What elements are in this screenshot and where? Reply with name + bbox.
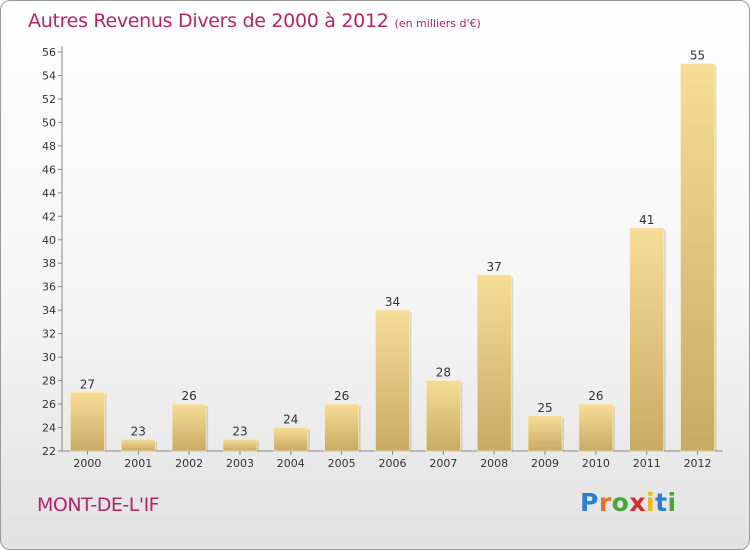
data-label: 26 bbox=[588, 389, 603, 403]
y-tick-label: 28 bbox=[42, 375, 56, 388]
y-tick-label: 30 bbox=[42, 351, 56, 364]
bar bbox=[476, 274, 512, 452]
brand-letter: P bbox=[580, 488, 599, 517]
data-label: 25 bbox=[537, 401, 552, 415]
data-label: 34 bbox=[385, 295, 400, 309]
bar bbox=[273, 427, 309, 452]
data-label: 41 bbox=[639, 213, 654, 227]
chart-unit: (en milliers d'€) bbox=[394, 17, 481, 30]
brand-letter: o bbox=[611, 488, 630, 517]
data-label: 24 bbox=[283, 413, 298, 427]
chart-title: Autres Revenus Divers de 2000 à 2012 (en … bbox=[28, 10, 481, 32]
bar bbox=[375, 309, 410, 452]
x-tick-label: 2006 bbox=[379, 457, 407, 470]
x-tick-label: 2000 bbox=[73, 457, 101, 470]
brand-letter: r bbox=[598, 488, 612, 517]
brand-letter: i bbox=[646, 488, 656, 517]
bar bbox=[70, 392, 105, 452]
y-tick-label: 52 bbox=[42, 93, 56, 106]
y-tick-label: 40 bbox=[42, 234, 56, 247]
x-tick-label: 2001 bbox=[124, 457, 152, 470]
data-label: 26 bbox=[181, 389, 196, 403]
bar bbox=[171, 403, 207, 452]
brand-logo: Proxiti bbox=[580, 488, 677, 517]
bar bbox=[120, 438, 156, 452]
y-tick-label: 42 bbox=[42, 210, 56, 223]
commune-name: MONT-DE-L'IF bbox=[37, 494, 160, 516]
x-tick-label: 2007 bbox=[429, 457, 457, 470]
y-tick-label: 26 bbox=[42, 398, 56, 411]
x-tick-label: 2010 bbox=[582, 457, 610, 470]
y-tick-label: 24 bbox=[42, 422, 56, 435]
plot-area: 22 24 26 28 30 32 34 36 38 40 42 44 46 48 50 52 54 56 27 20… bbox=[42, 46, 723, 470]
chart-title-text: Autres Revenus Divers de 2000 à 2012 bbox=[28, 10, 389, 32]
y-tick-label: 36 bbox=[42, 281, 56, 294]
data-label: 23 bbox=[131, 424, 146, 438]
x-tick-label: 2005 bbox=[328, 457, 356, 470]
x-tick-label: 2004 bbox=[277, 457, 305, 470]
y-tick-label: 56 bbox=[42, 46, 56, 59]
x-tick-label: 2011 bbox=[633, 457, 661, 470]
brand-letter: t bbox=[655, 488, 668, 517]
brand-letter: x bbox=[629, 488, 646, 517]
y-tick-label: 50 bbox=[42, 116, 56, 129]
data-label: 28 bbox=[436, 366, 451, 380]
bar bbox=[222, 438, 258, 452]
y-tick-label: 44 bbox=[42, 187, 56, 200]
data-label: 55 bbox=[690, 49, 705, 63]
brand-letter: i bbox=[667, 488, 677, 517]
data-label: 27 bbox=[80, 377, 95, 391]
y-tick-label: 54 bbox=[42, 69, 56, 82]
bar bbox=[324, 403, 359, 452]
x-tick-label: 2008 bbox=[480, 457, 508, 470]
bar bbox=[578, 403, 614, 452]
y-tick-label: 46 bbox=[42, 163, 56, 176]
y-tick-label: 48 bbox=[42, 140, 56, 153]
y-tick-label: 32 bbox=[42, 328, 56, 341]
x-tick-label: 2003 bbox=[226, 457, 254, 470]
y-tick-label: 34 bbox=[42, 304, 56, 317]
bar bbox=[426, 380, 461, 452]
data-label: 23 bbox=[232, 424, 247, 438]
data-label: 37 bbox=[487, 260, 502, 274]
x-tick-label: 2002 bbox=[175, 457, 203, 470]
y-tick-label: 22 bbox=[42, 445, 56, 458]
x-tick-label: 2012 bbox=[684, 457, 712, 470]
y-tick-label: 38 bbox=[42, 257, 56, 270]
bar bbox=[629, 227, 665, 452]
bar bbox=[527, 415, 563, 452]
bar bbox=[680, 63, 715, 452]
data-label: 26 bbox=[334, 389, 349, 403]
x-tick-label: 2009 bbox=[531, 457, 559, 470]
